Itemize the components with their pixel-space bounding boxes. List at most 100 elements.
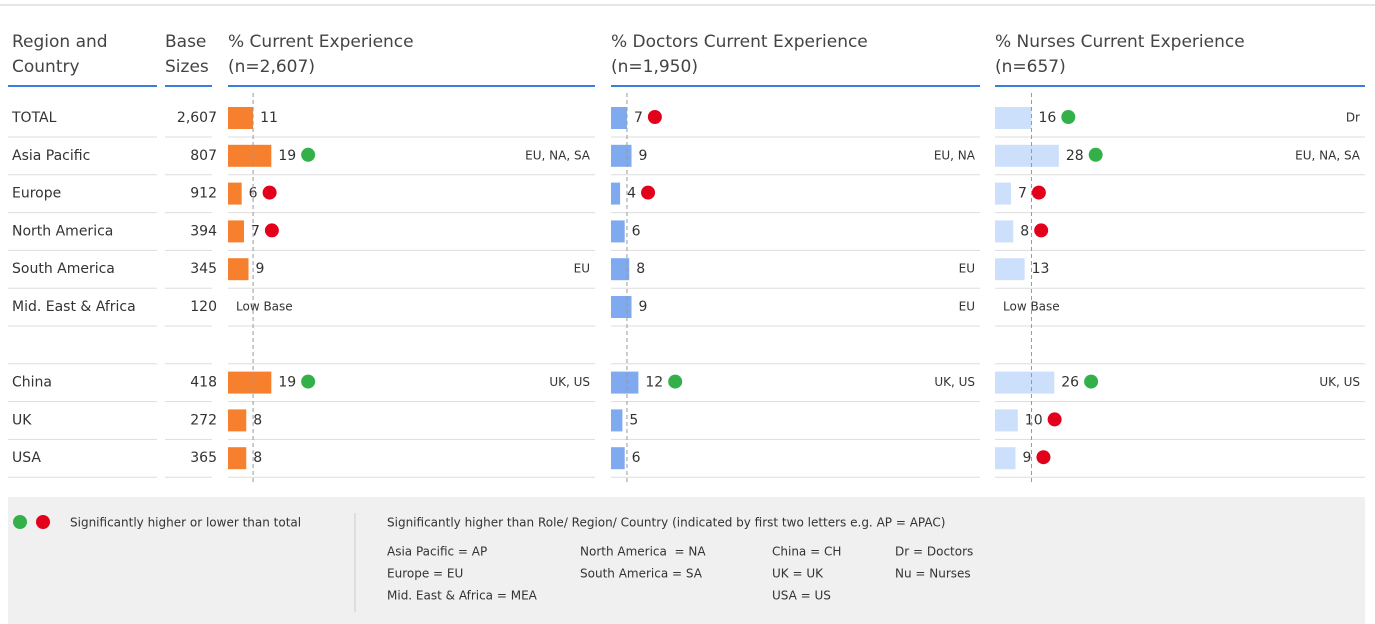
header: % Nurses Current Experience <box>995 32 1245 52</box>
legend-key: UK = UK <box>772 567 824 581</box>
base-size: 418 <box>190 375 217 391</box>
bar <box>228 447 247 470</box>
value-label: 19 <box>278 375 296 391</box>
bar <box>611 371 639 394</box>
value-label: 9 <box>256 261 265 277</box>
sig-dot <box>1088 147 1103 162</box>
header: % Doctors Current Experience <box>611 32 868 52</box>
value-label: 6 <box>632 223 641 239</box>
sig-dot <box>1084 374 1099 389</box>
sig-letters: UK, US <box>1319 375 1360 389</box>
value-label: 8 <box>253 450 262 466</box>
base-size: 345 <box>190 261 217 277</box>
value-label: 8 <box>253 412 262 428</box>
value-label: 16 <box>1038 110 1056 126</box>
legend-key: Asia Pacific = AP <box>387 545 487 559</box>
sig-dot <box>1031 185 1046 200</box>
header: (n=1,950) <box>611 57 698 77</box>
bar <box>228 107 254 129</box>
value-label: 4 <box>627 186 636 202</box>
bar <box>228 258 249 281</box>
base-size: 120 <box>190 299 217 315</box>
sig-dot <box>301 147 316 162</box>
value-label: 6 <box>632 450 641 466</box>
sig-letters: EU, NA, SA <box>1295 148 1361 162</box>
sig-dot <box>1036 450 1051 465</box>
bar <box>228 144 272 167</box>
header: Region and <box>12 32 108 52</box>
value-label: 11 <box>260 110 278 126</box>
value-label: 13 <box>1032 261 1050 277</box>
low-base: Low Base <box>236 300 293 314</box>
value-label: 12 <box>645 375 663 391</box>
legend-key: Dr = Doctors <box>895 545 973 559</box>
legend-key: Mid. East & Africa = MEA <box>387 589 538 603</box>
header: (n=657) <box>995 57 1066 77</box>
sig-dot <box>647 110 662 124</box>
bar <box>995 258 1025 281</box>
sig-dot <box>301 374 316 389</box>
sig-letters: UK, US <box>549 375 590 389</box>
legend-key: Europe = EU <box>387 567 463 581</box>
bar <box>995 144 1059 167</box>
bar <box>995 107 1032 129</box>
bar <box>995 182 1011 205</box>
value-label: 8 <box>636 261 645 277</box>
sig-dot <box>264 223 279 238</box>
bar <box>995 371 1055 394</box>
bar <box>611 447 625 470</box>
legend-key: China = CH <box>772 545 841 559</box>
sig-dot <box>668 374 683 389</box>
bar <box>611 182 621 205</box>
sig-dot <box>641 185 656 200</box>
value-label: 19 <box>278 148 296 164</box>
base-size: 365 <box>190 450 217 466</box>
bar <box>611 107 627 129</box>
bar <box>611 296 632 318</box>
value-label: 10 <box>1025 412 1043 428</box>
base-size: 807 <box>190 148 217 164</box>
bar <box>228 409 247 432</box>
sig-letters: EU <box>959 262 975 276</box>
bar <box>228 371 272 394</box>
sig-dot <box>1047 412 1062 427</box>
legend-key: North America = NA <box>580 545 706 559</box>
legend-key: South America = SA <box>580 567 703 581</box>
value-label: 5 <box>629 412 638 428</box>
legend-dot-green <box>13 515 27 529</box>
bar <box>228 220 244 243</box>
row-label: South America <box>12 261 115 277</box>
row-label: USA <box>12 450 41 466</box>
legend-key: USA = US <box>772 589 831 603</box>
bar <box>228 182 242 205</box>
legend-box <box>8 497 1365 624</box>
legend-text: Significantly higher or lower than total <box>70 516 301 530</box>
bar <box>995 447 1016 470</box>
row-label: Asia Pacific <box>12 148 90 164</box>
sig-letters: UK, US <box>934 375 975 389</box>
header: Country <box>12 57 80 77</box>
base-size: 912 <box>190 186 217 202</box>
sig-letters: EU <box>959 300 975 314</box>
row-label: North America <box>12 223 113 239</box>
sig-dot <box>262 185 277 200</box>
legend-dot-red <box>36 515 50 529</box>
row-label: Europe <box>12 186 61 202</box>
header: (n=2,607) <box>228 57 315 77</box>
header: % Current Experience <box>228 32 414 52</box>
bar <box>611 258 630 281</box>
legend-key: Nu = Nurses <box>895 567 971 581</box>
bar <box>995 409 1018 432</box>
value-label: 26 <box>1061 375 1079 391</box>
sig-letters: EU, NA, SA <box>525 148 591 162</box>
row-label: TOTAL <box>11 110 57 126</box>
legend-text: Significantly higher than Role/ Region/ … <box>387 516 945 530</box>
row-label: UK <box>12 412 32 428</box>
value-label: 9 <box>1023 450 1032 466</box>
sig-dot <box>1061 110 1076 124</box>
bar <box>611 144 632 167</box>
base-size: 394 <box>190 223 217 239</box>
header: Base <box>165 32 206 52</box>
value-label: 7 <box>1018 186 1027 202</box>
